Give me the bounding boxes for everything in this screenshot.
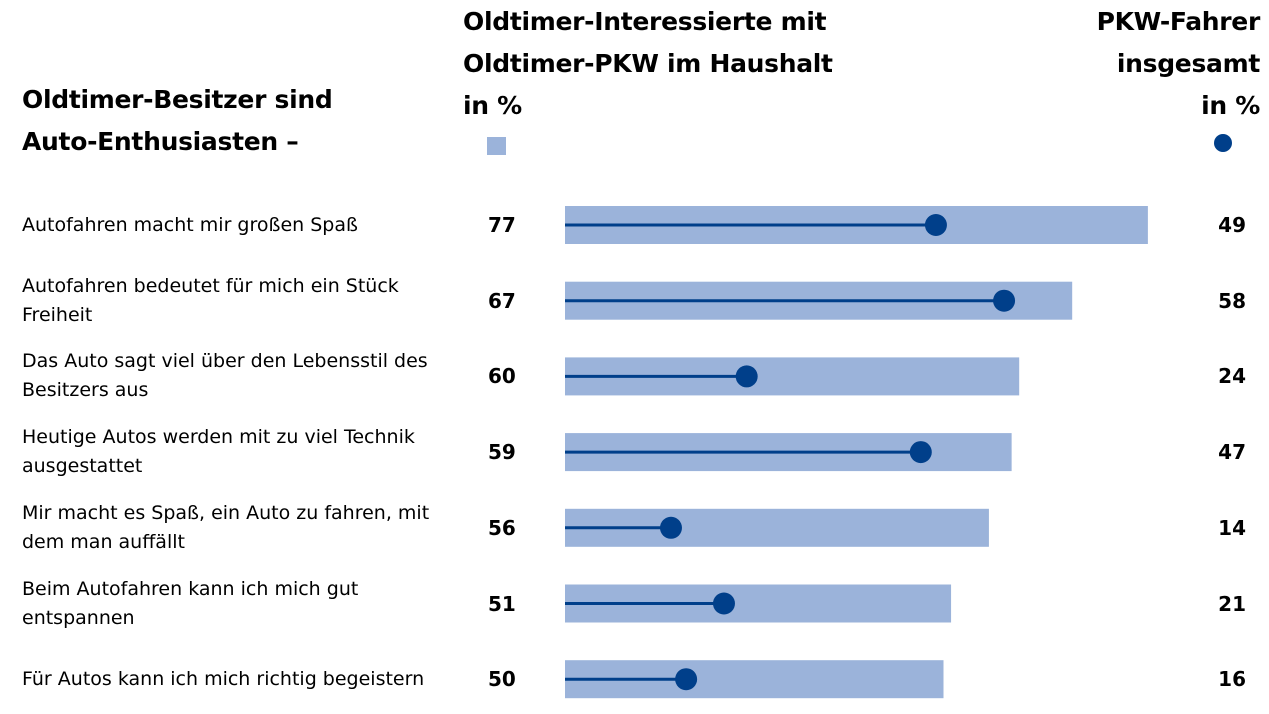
category-label: Autofahren macht mir großen Spaß xyxy=(22,213,358,236)
legend-swatch xyxy=(1214,134,1232,152)
value-label: 77 xyxy=(488,213,516,237)
chart-title: Oldtimer-Besitzer sind Auto-Enthusiasten… xyxy=(22,85,333,156)
category-label: Mir macht es Spaß, ein Auto zu fahren, m… xyxy=(22,501,430,553)
category-label: Beim Autofahren kann ich mich gut entspa… xyxy=(22,577,359,629)
category-label: Das Auto sagt viel über den Lebensstil d… xyxy=(22,350,428,402)
legend-label: Oldtimer-Interessierte mit Oldtimer-PKW … xyxy=(463,7,833,120)
value-label: 14 xyxy=(1218,515,1246,540)
value-label: 47 xyxy=(1218,440,1246,465)
category-label: Autofahren bedeutet für mich ein Stück F… xyxy=(22,274,399,326)
dot xyxy=(909,441,932,464)
dot xyxy=(924,214,947,236)
legend-label: PKW-Fahrer insgesamt in % xyxy=(1096,7,1261,120)
dot xyxy=(659,516,682,539)
value-label: 16 xyxy=(1218,667,1246,692)
legend-swatch xyxy=(487,137,506,155)
dot xyxy=(993,289,1016,312)
value-label: 56 xyxy=(488,515,516,540)
value-label: 21 xyxy=(1218,591,1246,616)
dot xyxy=(735,365,758,388)
value-label: 59 xyxy=(488,440,516,465)
value-label: 60 xyxy=(488,364,516,389)
value-label: 50 xyxy=(488,667,516,692)
value-label: 67 xyxy=(488,288,516,313)
dot xyxy=(712,592,735,615)
value-label: 24 xyxy=(1218,364,1246,389)
value-label: 58 xyxy=(1218,288,1246,313)
dot xyxy=(675,668,698,691)
category-label: Heutige Autos werden mit zu viel Technik… xyxy=(22,426,415,478)
value-label: 51 xyxy=(488,591,516,616)
category-label: Für Autos kann ich mich richtig begeiste… xyxy=(22,667,425,690)
value-label: 49 xyxy=(1218,213,1246,237)
